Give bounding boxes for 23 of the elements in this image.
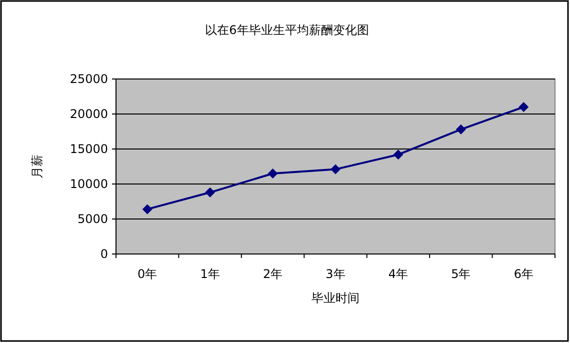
chart-title: 以在6年毕业生平均薪酬变化图 xyxy=(205,23,369,37)
x-axis-title: 毕业时间 xyxy=(312,291,360,305)
y-tick-label: 20000 xyxy=(70,107,108,121)
x-tick-label: 1年 xyxy=(200,267,220,281)
point xyxy=(456,124,466,134)
x-tick-label: 4年 xyxy=(388,267,408,281)
x-tick-label: 0年 xyxy=(138,267,158,281)
x-tick-label: 5年 xyxy=(451,267,471,281)
y-tick-label: 0 xyxy=(100,247,108,261)
y-tick-label: 5000 xyxy=(77,212,108,226)
point xyxy=(518,102,529,112)
x-tick-label: 6年 xyxy=(514,267,534,281)
y-axis-title: 月薪 xyxy=(30,154,44,178)
point xyxy=(330,164,340,174)
y-tick-label: 15000 xyxy=(70,142,108,156)
point xyxy=(205,187,216,198)
x-tick-label: 2年 xyxy=(262,267,283,281)
point xyxy=(142,204,152,214)
x-tick-label: 3年 xyxy=(326,267,346,281)
point xyxy=(393,150,404,160)
y-tick-label: 10000 xyxy=(70,177,108,191)
point xyxy=(268,168,278,178)
y-tick-label: 25000 xyxy=(70,72,108,86)
